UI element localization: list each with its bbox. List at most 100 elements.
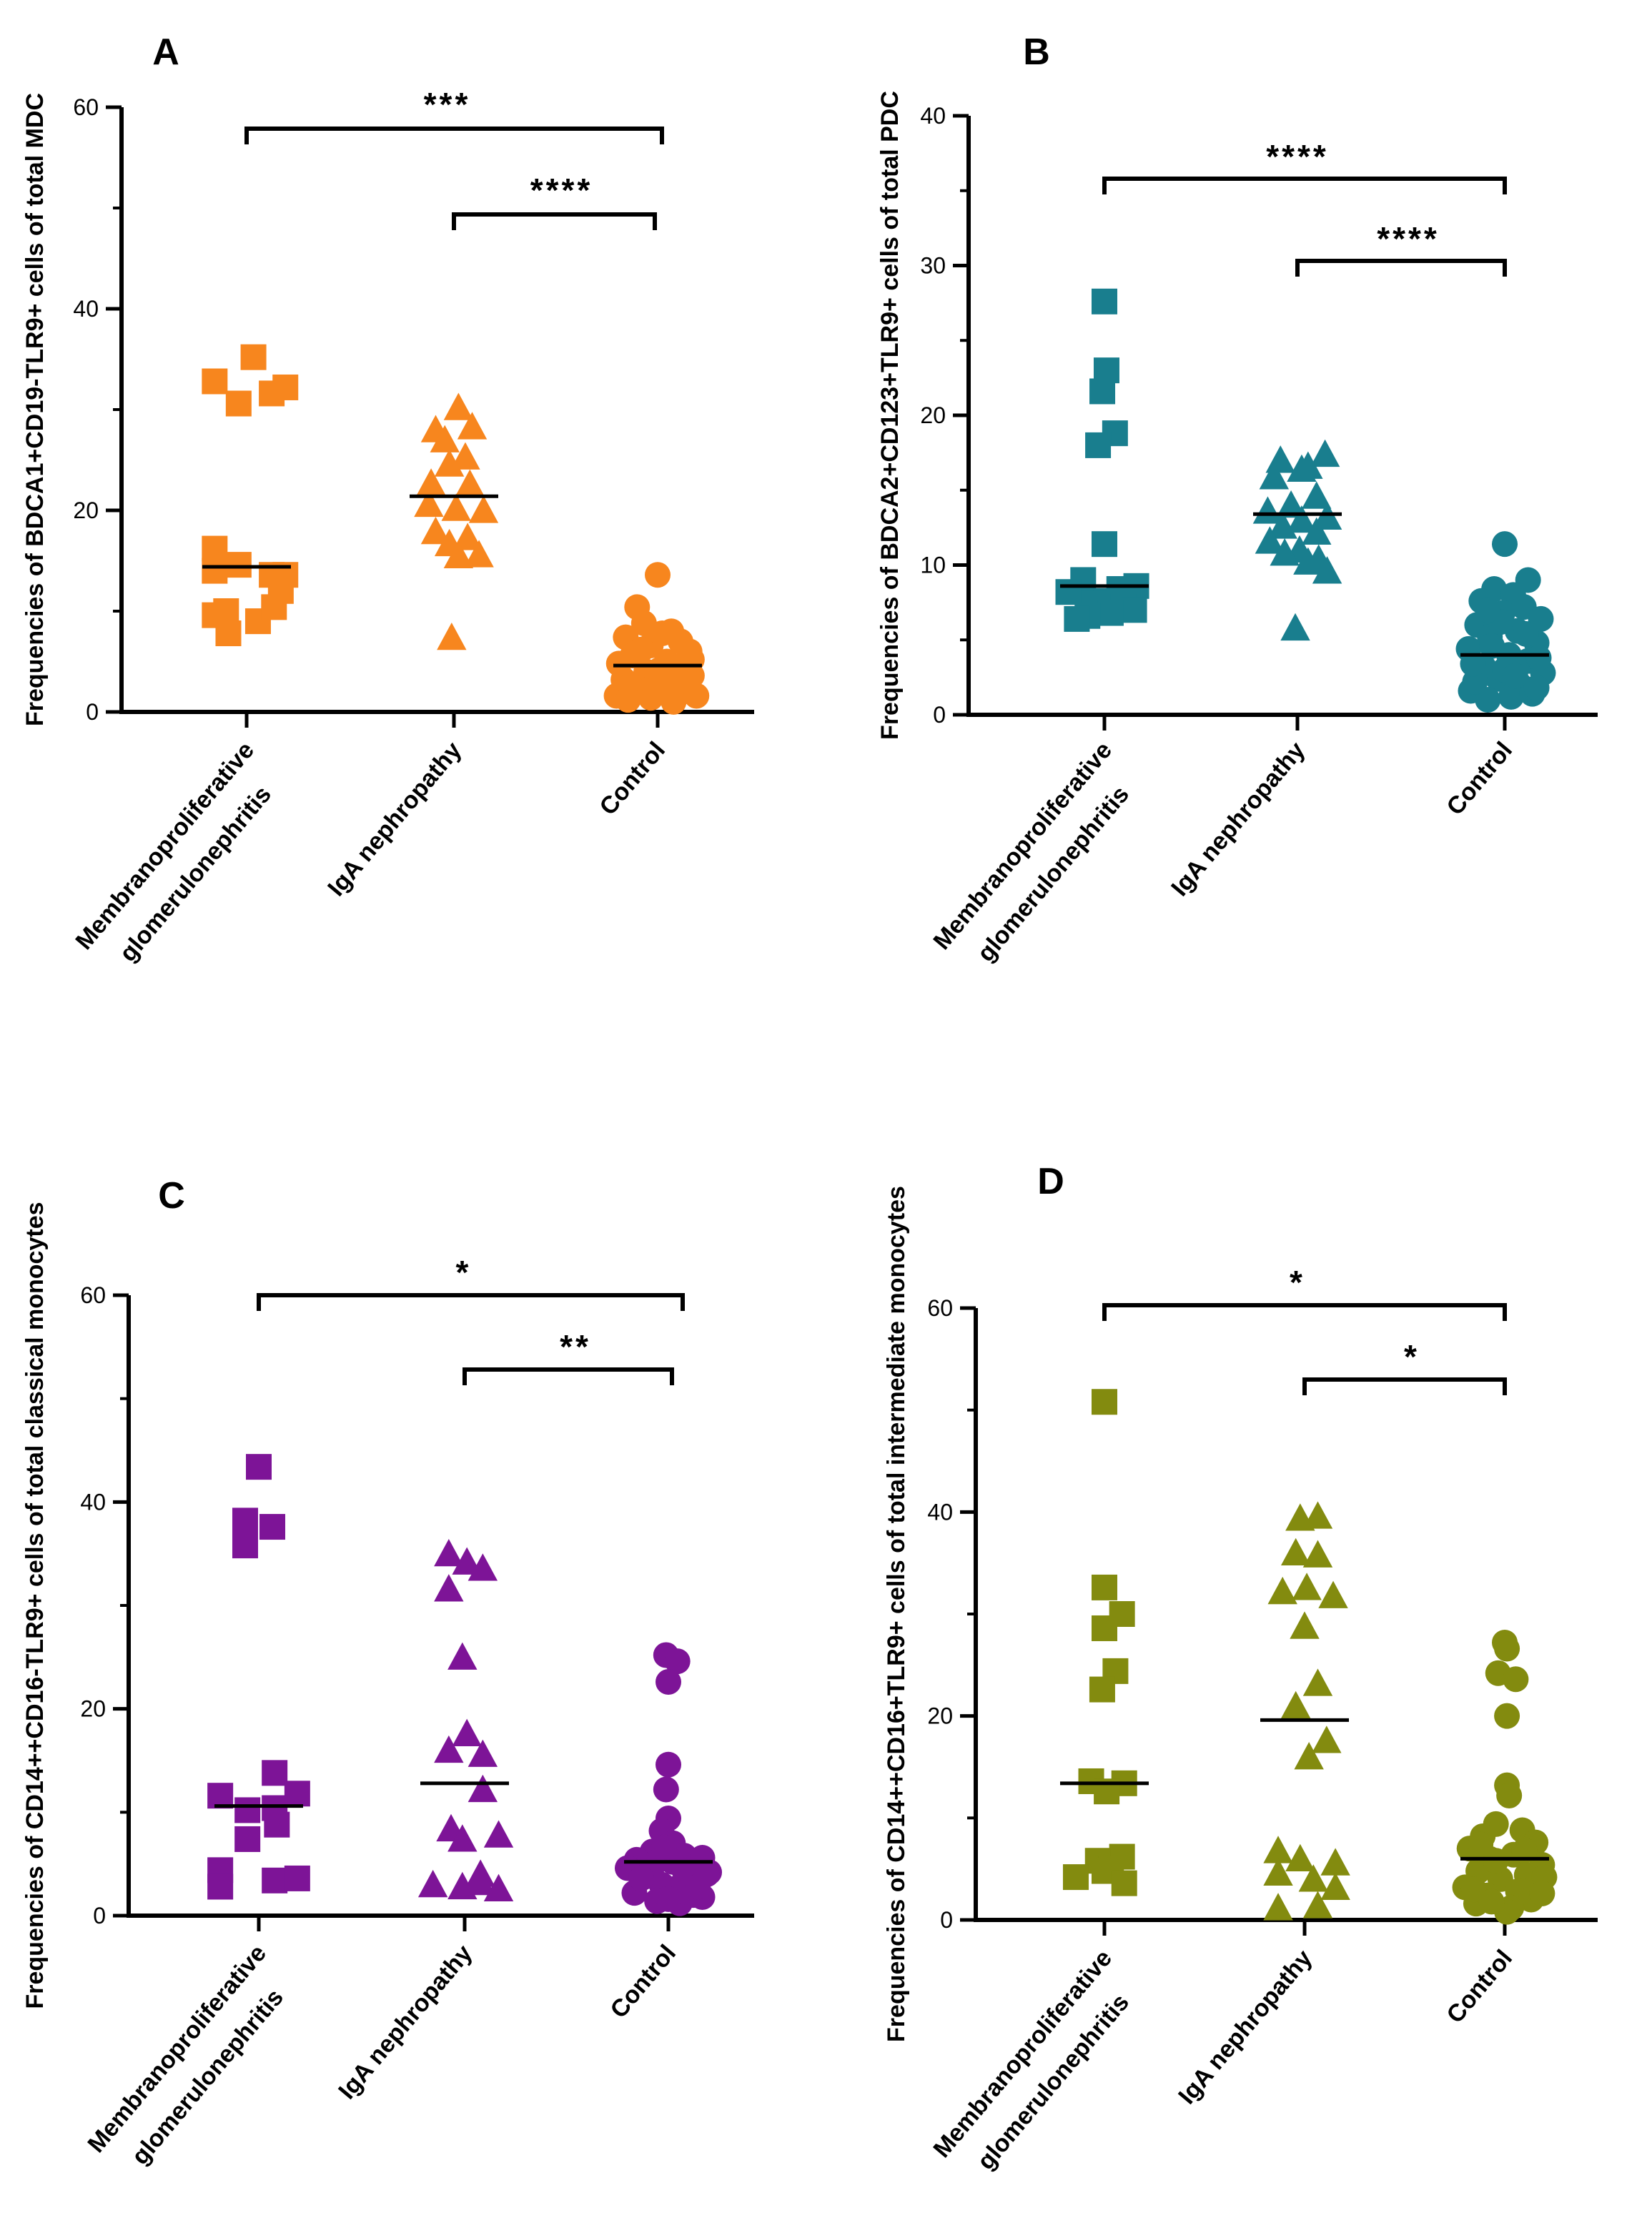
data-point: [1503, 1666, 1529, 1693]
data-point: [1062, 1864, 1089, 1891]
data-point: [420, 516, 451, 545]
category-label: Control: [1441, 737, 1518, 821]
data-point: [465, 1868, 495, 1896]
panel-letter: C: [158, 1175, 185, 1217]
data-point: [1320, 1848, 1350, 1876]
data-point: [447, 1642, 478, 1670]
y-axis-label: Frequencies of CD14++CD16+TLR9+ cells of…: [883, 1186, 910, 2042]
data-point: [1302, 1501, 1333, 1529]
data-point: [483, 1873, 514, 1901]
significance-label: ****: [1377, 220, 1440, 257]
y-tick-label: 40: [80, 1489, 106, 1515]
category-label-line: Control: [1441, 737, 1518, 821]
data-point: [452, 1718, 482, 1746]
data-point: [1265, 445, 1295, 473]
data-point: [693, 1861, 720, 1888]
data-point: [1318, 1580, 1348, 1608]
data-point: [437, 622, 467, 650]
y-tick-label: 30: [920, 253, 946, 279]
data-point: [628, 636, 655, 663]
data-point: [1287, 505, 1317, 533]
data-point: [1492, 531, 1518, 558]
data-point: [628, 1865, 654, 1891]
data-point: [1064, 605, 1090, 632]
category-label-line: Control: [1441, 1945, 1518, 2029]
data-point: [447, 1824, 478, 1852]
category-label: Control: [605, 1940, 681, 2024]
data-point: [1263, 1836, 1293, 1863]
significance-bracket: [1102, 1303, 1507, 1321]
category-label-line: Control: [594, 737, 671, 821]
data-point: [1259, 462, 1290, 490]
data-point: [1267, 511, 1297, 539]
category-label: Membranoproliferativeglomerulonephritis: [928, 1945, 1149, 2189]
y-tick-label: 20: [73, 497, 99, 523]
category-label-line: Control: [605, 1940, 681, 2024]
data-point: [452, 523, 483, 550]
data-point: [1280, 613, 1310, 641]
y-tick-label: 10: [920, 553, 946, 578]
category-label-line: IgA nephropathy: [1166, 737, 1310, 901]
data-point: [1475, 687, 1501, 713]
significance-bracket: [257, 1293, 685, 1311]
category-label-line: IgA nephropathy: [322, 737, 467, 901]
category-label: IgA nephropathy: [322, 737, 467, 901]
significance-bracket: [1295, 259, 1507, 277]
y-tick-label: 0: [93, 1903, 106, 1929]
data-point: [1496, 1782, 1523, 1808]
data-point: [207, 1873, 234, 1900]
data-point: [457, 412, 488, 440]
data-point: [615, 687, 641, 713]
category-label-line: IgA nephropathy: [333, 1940, 478, 2104]
data-point: [464, 540, 494, 568]
data-point: [1092, 1389, 1117, 1415]
data-point: [468, 1739, 498, 1767]
data-point: [664, 1648, 691, 1675]
y-tick-label: 20: [927, 1703, 953, 1729]
data-point: [1285, 1843, 1315, 1871]
data-point: [1092, 531, 1117, 558]
data-point: [645, 562, 671, 588]
y-tick-label: 0: [86, 699, 99, 725]
data-point: [1252, 496, 1283, 524]
category-label: Control: [594, 737, 671, 821]
y-tick-label: 0: [940, 1907, 953, 1933]
data-point: [1483, 1848, 1509, 1874]
panel-letter: A: [152, 31, 179, 73]
data-point: [1294, 1742, 1324, 1770]
y-tick-label: 40: [927, 1499, 953, 1525]
data-point: [1320, 1872, 1350, 1900]
data-point: [240, 344, 267, 370]
category-label-line: IgA nephropathy: [1173, 1945, 1317, 2109]
category-label: IgA nephropathy: [1166, 737, 1310, 901]
data-point: [1475, 597, 1501, 623]
data-point: [1298, 1864, 1329, 1892]
data-point: [1312, 1726, 1342, 1753]
data-point: [234, 1797, 261, 1823]
data-point: [1263, 1858, 1293, 1886]
data-point: [1525, 645, 1552, 671]
data-point: [1085, 432, 1112, 458]
data-point: [213, 598, 239, 624]
data-point: [234, 1826, 261, 1852]
data-point: [1513, 620, 1539, 647]
data-point: [1302, 517, 1332, 545]
data-point: [414, 489, 444, 518]
data-point: [1255, 526, 1285, 554]
data-point: [468, 495, 499, 523]
significance-label: *: [1290, 1264, 1305, 1301]
significance-label: ****: [530, 172, 593, 209]
data-point: [1089, 1676, 1115, 1703]
significance-label: **: [560, 1328, 591, 1365]
data-point: [468, 1553, 498, 1581]
data-point: [441, 493, 471, 521]
data-point: [455, 469, 485, 497]
y-tick-label: 60: [927, 1295, 953, 1321]
data-point: [468, 1774, 498, 1803]
data-point: [1302, 1540, 1333, 1568]
y-tick-label: 0: [933, 702, 946, 728]
data-point: [1302, 1891, 1333, 1919]
data-point: [1270, 538, 1300, 566]
panel-b: B Frequencies of BDCA2+CD123+TLR9+ cells …: [876, 31, 1598, 967]
data-point: [651, 1834, 677, 1861]
